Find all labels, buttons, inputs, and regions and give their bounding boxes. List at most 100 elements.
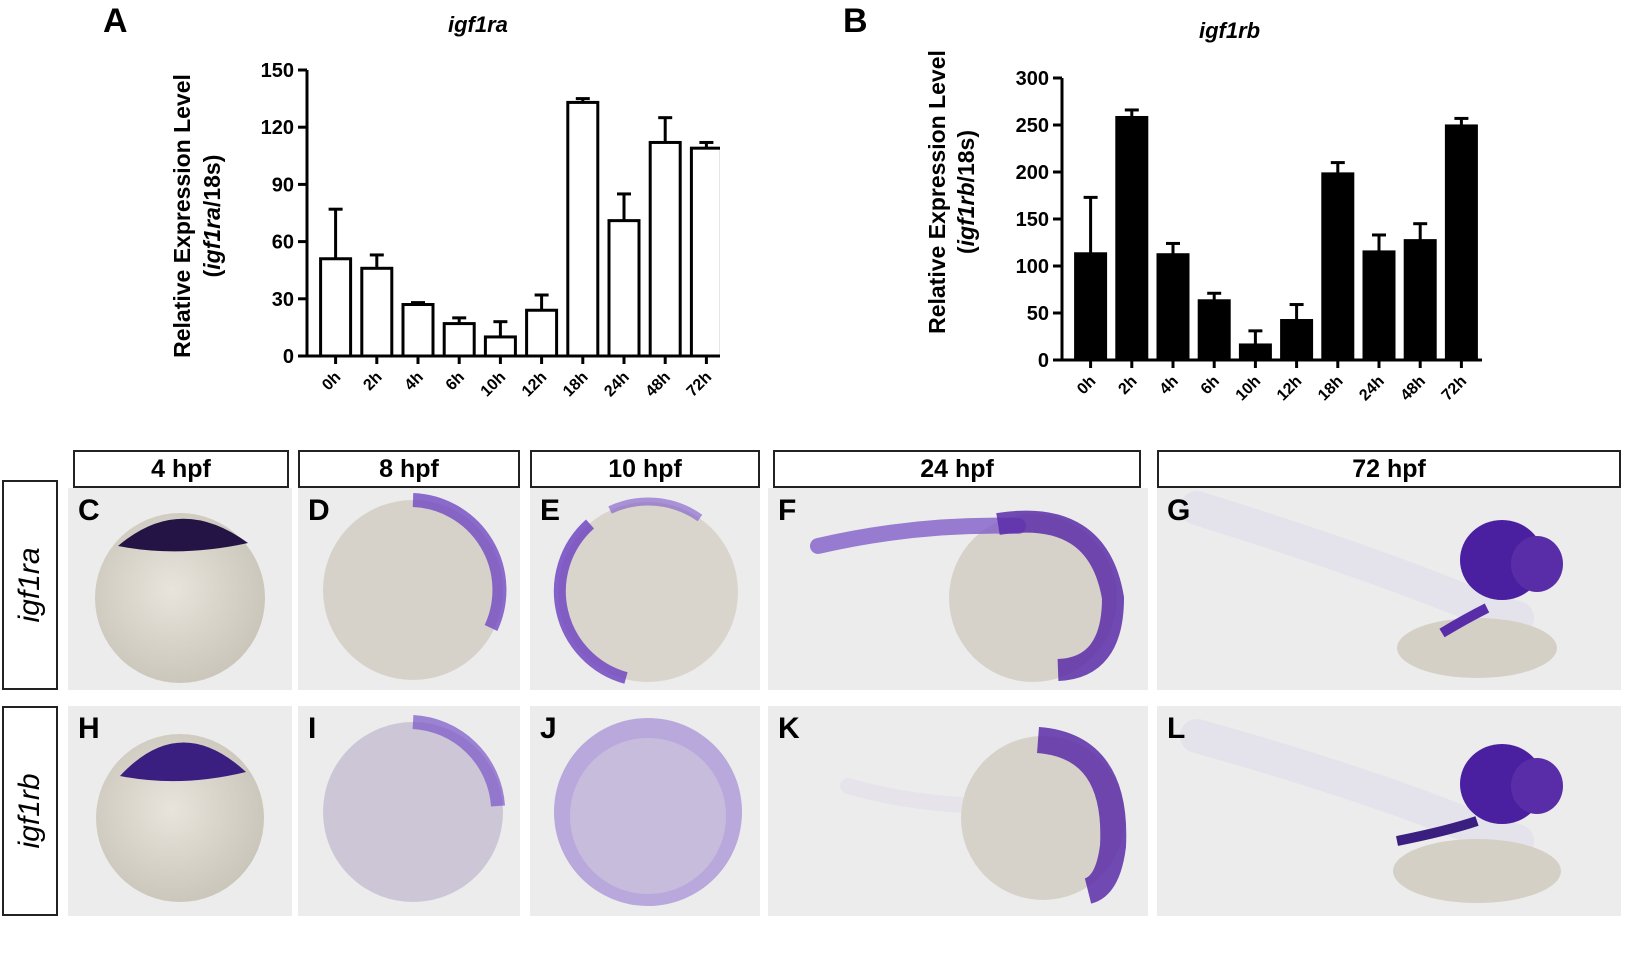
photo-l: L — [1157, 706, 1621, 916]
panel-letter-a: A — [103, 2, 128, 40]
embryo-g-illustration — [1180, 491, 1563, 678]
embryo-e-illustration — [553, 497, 738, 684]
chart-b-xtick-label: 48h — [1398, 373, 1430, 405]
chart-a-xtick-label: 2h — [360, 369, 385, 394]
chart-b-xtick-label: 4h — [1157, 373, 1182, 398]
stage-label-72hpf: 72 hpf — [1157, 450, 1621, 488]
chart-b-bar-24h — [1362, 250, 1396, 362]
chart-b-ytick-label: 50 — [1027, 303, 1049, 325]
chart-a-ytick-label: 90 — [272, 174, 294, 196]
chart-b-ylabel-line2: (igf1rb/18s) — [953, 130, 979, 254]
chart-b-xtick-label: 72h — [1439, 373, 1471, 405]
chart-a-bar-2h — [360, 266, 394, 358]
chart-b-bar-2h — [1115, 115, 1149, 362]
stage-label-24hpf: 24 hpf — [773, 450, 1141, 488]
chart-a-ytick-label: 0 — [283, 346, 294, 368]
chart-b-xtick-label: 10h — [1233, 373, 1265, 405]
photo-d: D — [298, 488, 520, 690]
chart-a-ytick-label: 150 — [261, 60, 294, 82]
chart-a-bar-72h — [689, 146, 720, 358]
chart-b-xtick-label: 24h — [1356, 373, 1388, 405]
chart-b-ytick-label: 300 — [1016, 68, 1049, 90]
chart-b-bar-18h — [1321, 172, 1355, 362]
chart-a-xtick-label: 10h — [478, 369, 510, 401]
chart-b-ylabel-line1: Relative Expression Level — [924, 50, 950, 334]
chart-a: Relative Expression Level (igf1ra/18s) 0… — [169, 60, 720, 401]
chart-b-bar-6h — [1197, 299, 1231, 362]
panel-letter-b: B — [843, 2, 868, 40]
embryo-c-illustration — [95, 513, 265, 683]
chart-b-bar-48h — [1403, 239, 1437, 362]
photo-letter-d: D — [308, 494, 330, 527]
stage-label-8hpf: 8 hpf — [298, 450, 520, 488]
chart-a-xtick-label: 0h — [319, 369, 344, 394]
photo-k: K — [768, 706, 1148, 916]
chart-b-ytick-label: 100 — [1016, 256, 1049, 278]
chart-a-title: igf1ra — [448, 12, 508, 37]
chart-b-xtick-label: 0h — [1074, 373, 1099, 398]
gene-label-igf1ra: igf1ra — [2, 480, 58, 690]
chart-b-bar-4h — [1156, 253, 1190, 362]
photo-letter-f: F — [778, 494, 797, 527]
chart-a-xtick-label: 48h — [643, 369, 675, 401]
photo-letter-k: K — [778, 712, 800, 745]
chart-b-bar-0h — [1074, 252, 1108, 362]
chart-a-ylabel-line1: Relative Expression Level — [169, 74, 195, 358]
chart-b-bar-10h — [1238, 343, 1272, 362]
chart-a-xtick-label: 4h — [402, 369, 427, 394]
photo-letter-e: E — [540, 494, 561, 527]
chart-b-bar-72h — [1444, 124, 1478, 362]
photo-letter-j: J — [540, 712, 557, 745]
gene-label-igf1ra-text: igf1ra — [13, 547, 46, 623]
photo-letter-c: C — [78, 494, 100, 527]
chart-a-bar-10h — [483, 335, 517, 358]
chart-a-ylabel-line2: (igf1ra/18s) — [199, 155, 225, 278]
stage-label-4hpf: 4 hpf — [73, 450, 289, 488]
chart-b-bar-12h — [1280, 319, 1314, 362]
photo-c: C — [68, 488, 292, 690]
chart-a-xtick-label: 18h — [560, 369, 592, 401]
embryo-i-illustration — [323, 715, 505, 902]
chart-a-xtick-label: 12h — [519, 369, 551, 401]
chart-b-xtick-label: 6h — [1198, 373, 1223, 398]
chart-a-xtick-label: 6h — [443, 369, 468, 394]
chart-b-ytick-label: 250 — [1016, 115, 1049, 137]
chart-b-title: igf1rb — [1199, 18, 1261, 43]
stage-label-10hpf: 10 hpf — [530, 450, 760, 488]
photo-letter-l: L — [1167, 712, 1186, 745]
chart-a-ytick-label: 60 — [272, 232, 294, 254]
chart-b: Relative Expression Level (igf1rb/18s) 0… — [924, 50, 1482, 405]
photo-f: F — [768, 488, 1148, 690]
chart-a-bar-24h — [607, 219, 641, 358]
embryo-l-illustration — [1180, 719, 1563, 903]
chart-a-bar-48h — [648, 140, 682, 358]
chart-b-ytick-label: 150 — [1016, 209, 1049, 231]
photo-j: J — [530, 706, 760, 916]
photo-h: H — [68, 706, 292, 916]
embryo-d-illustration — [323, 493, 507, 680]
embryo-k-illustration — [840, 727, 1127, 904]
chart-a-ytick-label: 30 — [272, 289, 294, 311]
photo-g: G — [1157, 488, 1621, 690]
gene-label-igf1rb: igf1rb — [2, 706, 58, 916]
chart-a-bar-4h — [401, 303, 435, 358]
photo-letter-i: I — [308, 712, 317, 745]
chart-a-xtick-label: 24h — [601, 369, 633, 401]
chart-a-xtick-label: 72h — [684, 369, 716, 401]
photo-e: E — [530, 488, 760, 690]
chart-b-xtick-label: 18h — [1315, 373, 1347, 405]
chart-a-ytick-label: 120 — [261, 117, 294, 139]
embryo-h-illustration — [96, 734, 264, 902]
chart-b-ytick-label: 0 — [1038, 350, 1049, 372]
photo-letter-h: H — [78, 712, 100, 745]
chart-a-bar-12h — [525, 308, 559, 358]
chart-a-bar-0h — [319, 257, 353, 358]
embryo-f-illustration — [810, 510, 1125, 682]
photo-letter-g: G — [1167, 494, 1191, 527]
chart-b-xtick-label: 2h — [1115, 373, 1140, 398]
chart-b-ytick-label: 200 — [1016, 162, 1049, 184]
chart-a-bar-18h — [566, 100, 600, 358]
chart-a-bar-6h — [442, 322, 476, 358]
gene-label-igf1rb-text: igf1rb — [13, 773, 46, 849]
embryo-j-illustration — [554, 718, 742, 906]
